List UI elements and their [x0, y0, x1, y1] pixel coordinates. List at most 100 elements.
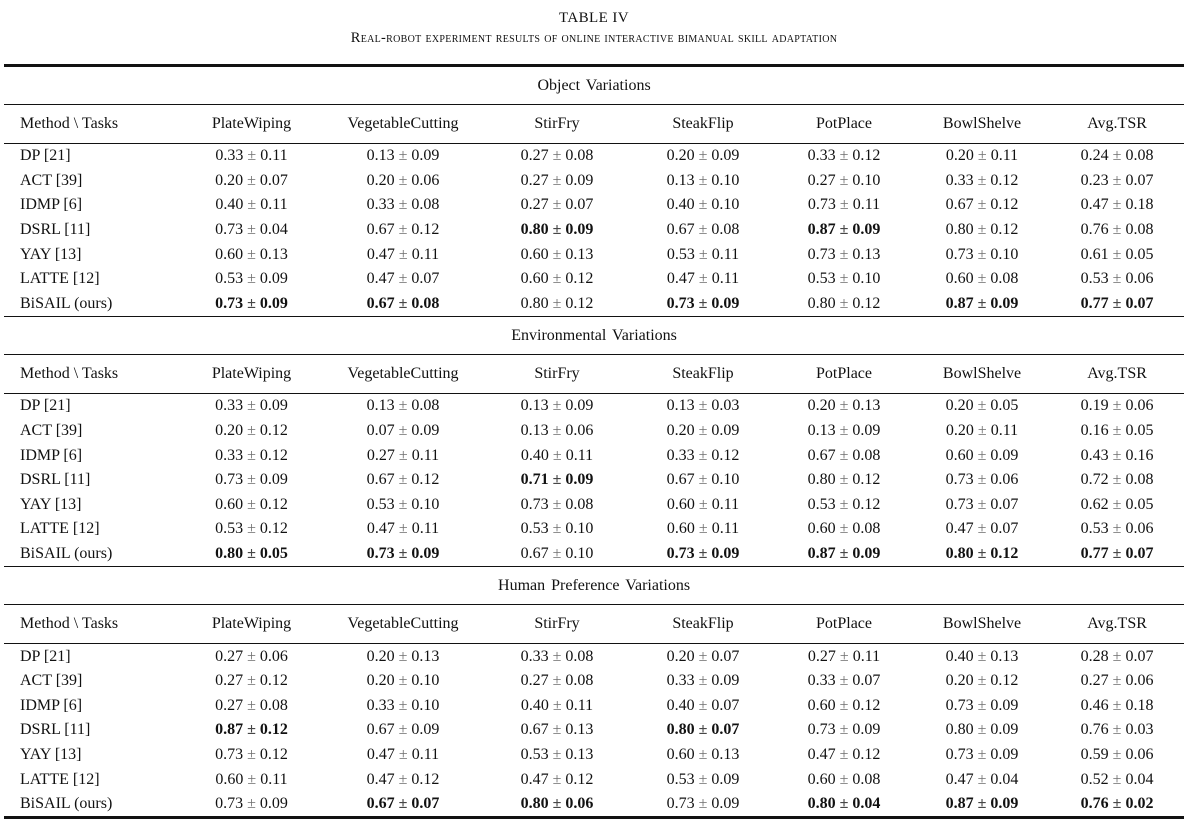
metric-cell: 0.67 ±0.10 — [482, 541, 632, 568]
plus-minus-symbol: ± — [977, 795, 987, 813]
metric-cell: 0.27 ±0.07 — [520, 196, 594, 214]
metric-cell: 0.40 ±0.11 — [215, 196, 288, 214]
plus-minus-symbol: ± — [698, 245, 708, 263]
metric-cell: 0.27 ±0.08 — [520, 672, 594, 690]
metric-cell: 0.52 ±0.04 — [1080, 770, 1154, 788]
metric-cell: 0.47 ±0.07 — [945, 520, 1019, 538]
column-header-steakflip: SteakFlip — [632, 104, 774, 144]
plus-minus-symbol: ± — [977, 672, 987, 690]
plus-minus-symbol: ± — [552, 221, 562, 239]
column-header-row: Method \ Tasks PlateWiping VegetableCuttin… — [4, 104, 1185, 144]
metric-cell: 0.47 ±0.18 — [1080, 196, 1154, 214]
plus-minus-symbol: ± — [247, 471, 256, 489]
plus-minus-symbol: ± — [698, 721, 708, 739]
metric-cell: 0.40 ±0.13 — [945, 647, 1019, 665]
table-row-dp-21: DP [21] 0.27 ±0.06 0.20 ±0.13 0.33 ±0.08 0.20 ±0… — [4, 644, 1184, 669]
plus-minus-symbol: ± — [698, 770, 708, 788]
metric-cell: 0.73 ±0.09 — [215, 795, 288, 813]
metric-cell: 0.53 ±0.10 — [807, 270, 881, 288]
plus-minus-symbol: ± — [1112, 270, 1122, 288]
metric-cell: 0.20 ±0.09 — [666, 147, 740, 165]
plus-minus-symbol: ± — [698, 545, 708, 563]
section-title-row: Human Preference Variations — [4, 566, 1185, 606]
column-header-vegetablecutting: VegetableCutting — [324, 354, 482, 395]
plus-minus-symbol: ± — [1112, 721, 1122, 739]
method-cell: BiSAIL (ours) — [20, 795, 113, 813]
plus-minus-symbol: ± — [552, 171, 562, 189]
section-environmental-variations: Environmental Variations Method \ Tasks Pl… — [4, 316, 1185, 568]
table-row-dsrl-11: DSRL [11] 0.87 ±0.12 0.67 ±0.09 0.67 ±0.13 0.80… — [4, 718, 1184, 743]
metric-cell: 0.87 ±0.09 — [774, 541, 914, 568]
plus-minus-symbol: ± — [698, 294, 708, 312]
section-object-variations: Object Variations Method \ Tasks PlateWipi… — [4, 65, 1185, 318]
metric-cell: 0.20 ±0.11 — [945, 147, 1019, 165]
plus-minus-symbol: ± — [698, 495, 708, 513]
plus-minus-symbol: ± — [552, 397, 562, 415]
metric-cell: 0.77 ±0.07 — [1050, 541, 1185, 568]
metric-cell: 0.40 ±0.11 — [520, 446, 594, 464]
column-header-bowlshelve: BowlShelve — [914, 354, 1050, 395]
section-title: Object Variations — [4, 65, 1185, 105]
metric-cell: 0.60 ±0.12 — [520, 270, 594, 288]
metric-cell: 0.60 ±0.08 — [945, 270, 1019, 288]
plus-minus-symbol: ± — [247, 520, 256, 538]
plus-minus-symbol: ± — [247, 745, 256, 763]
table-row-yay-13: YAY [13] 0.73 ±0.12 0.47 ±0.11 0.53 ±0.13 0.60 ±… — [4, 743, 1184, 768]
metric-cell: 0.73 ±0.12 — [215, 745, 288, 763]
plus-minus-symbol: ± — [839, 647, 849, 665]
plus-minus-symbol: ± — [1112, 171, 1122, 189]
method-cell: IDMP [6] — [20, 696, 83, 714]
metric-cell: 0.73 ±0.07 — [945, 495, 1019, 513]
plus-minus-symbol: ± — [1112, 397, 1122, 415]
plus-minus-symbol: ± — [839, 422, 849, 440]
metric-cell: 0.33 ±0.08 — [520, 647, 594, 665]
plus-minus-symbol: ± — [398, 196, 408, 214]
plus-minus-symbol: ± — [977, 221, 987, 239]
metric-cell: 0.20 ±0.07 — [666, 647, 740, 665]
plus-minus-symbol: ± — [247, 647, 256, 665]
metric-cell: 0.76 ±0.02 — [1080, 795, 1154, 813]
plus-minus-symbol: ± — [839, 221, 849, 239]
metric-cell: 0.80 ±0.06 — [520, 795, 594, 813]
metric-cell: 0.40 ±0.10 — [666, 196, 740, 214]
plus-minus-symbol: ± — [977, 147, 987, 165]
metric-cell: 0.73 ±0.09 — [324, 541, 482, 568]
plus-minus-symbol: ± — [698, 520, 708, 538]
metric-cell: 0.80 ±0.12 — [482, 291, 632, 318]
plus-minus-symbol: ± — [398, 545, 408, 563]
metric-cell: 0.67 ±0.08 — [324, 291, 482, 318]
metric-cell: 0.43 ±0.16 — [1080, 446, 1154, 464]
plus-minus-symbol: ± — [698, 196, 708, 214]
plus-minus-symbol: ± — [839, 196, 849, 214]
method-cell: IDMP [6] — [20, 196, 83, 214]
metric-cell: 0.40 ±0.11 — [520, 696, 594, 714]
metric-cell: 0.53 ±0.10 — [366, 495, 440, 513]
metric-cell: 0.33 ±0.11 — [215, 147, 288, 165]
table-row-dp-21: DP [21] 0.33 ±0.11 0.13 ±0.09 0.27 ±0.08 0.20 ±0… — [4, 144, 1184, 169]
metric-cell: 0.60 ±0.08 — [807, 520, 881, 538]
table-row-dp-21: DP [21] 0.33 ±0.09 0.13 ±0.08 0.13 ±0.09 0.13 ±0… — [4, 394, 1184, 419]
plus-minus-symbol: ± — [247, 446, 256, 464]
plus-minus-symbol: ± — [398, 171, 408, 189]
plus-minus-symbol: ± — [977, 647, 987, 665]
metric-cell: 0.53 ±0.13 — [520, 745, 594, 763]
plus-minus-symbol: ± — [839, 446, 849, 464]
plus-minus-symbol: ± — [398, 672, 408, 690]
plus-minus-symbol: ± — [1112, 471, 1122, 489]
method-cell: DSRL [11] — [20, 221, 91, 239]
plus-minus-symbol: ± — [1112, 221, 1122, 239]
metric-cell: 0.67 ±0.13 — [520, 721, 594, 739]
metric-cell: 0.13 ±0.06 — [520, 422, 594, 440]
method-cell: YAY [13] — [20, 745, 82, 763]
table-row-latte-12: LATTE [12] 0.53 ±0.12 0.47 ±0.11 0.53 ±0.10 0.6… — [4, 517, 1184, 542]
table-row-idmp-6: IDMP [6] 0.40 ±0.11 0.33 ±0.08 0.27 ±0.07 0.40 ±… — [4, 193, 1184, 218]
method-cell: DSRL [11] — [20, 471, 91, 489]
metric-cell: 0.46 ±0.18 — [1080, 696, 1154, 714]
metric-cell: 0.60 ±0.13 — [215, 245, 288, 263]
plus-minus-symbol: ± — [247, 221, 256, 239]
column-header-avg-tsr: Avg.TSR — [1050, 104, 1185, 144]
plus-minus-symbol: ± — [552, 745, 562, 763]
column-header-row: Method \ Tasks PlateWiping VegetableCuttin… — [4, 604, 1185, 645]
metric-cell: 0.19 ±0.06 — [1080, 397, 1154, 415]
plus-minus-symbol: ± — [977, 196, 987, 214]
